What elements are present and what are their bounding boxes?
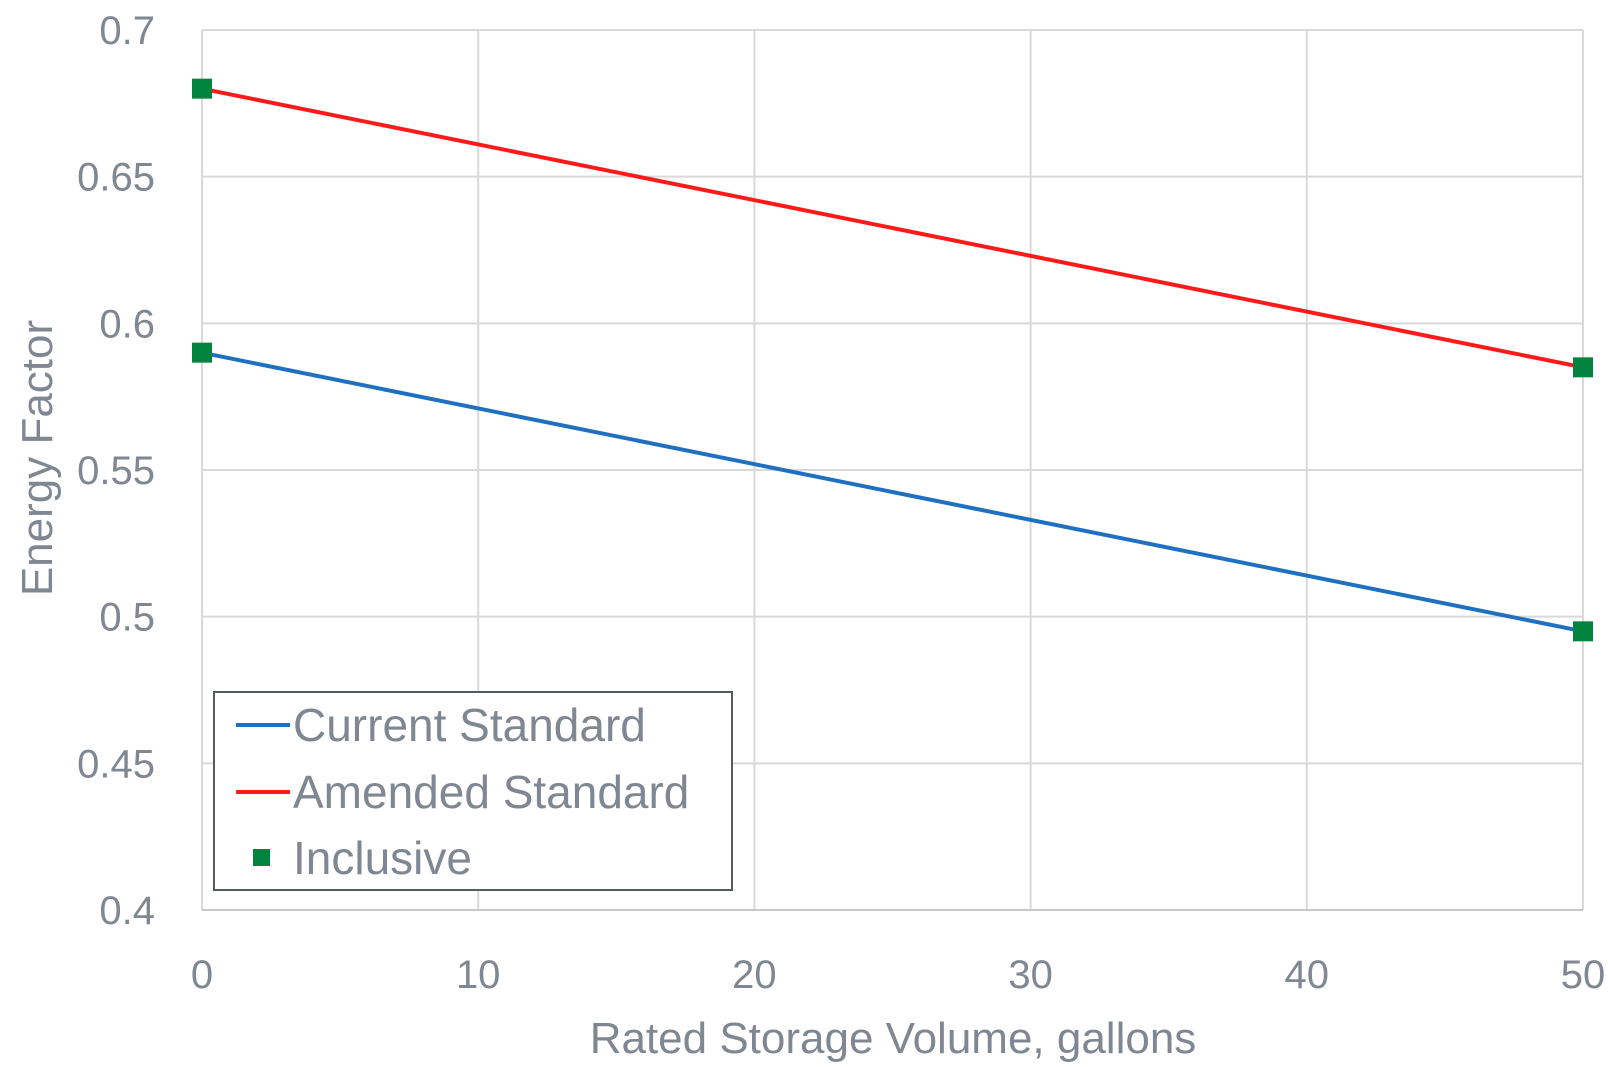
legend: Current Standard Amended Standard Inclus… bbox=[213, 691, 733, 891]
grid bbox=[201, 29, 1584, 910]
y-tick-label: 0.6 bbox=[99, 302, 155, 346]
markers bbox=[192, 78, 1593, 642]
y-tick-label: 0.65 bbox=[77, 156, 155, 200]
y-tick-label: 0.45 bbox=[77, 742, 155, 786]
x-tick-label: 20 bbox=[732, 953, 777, 997]
series-lines bbox=[201, 86, 1584, 634]
y-tick-label: 0.7 bbox=[99, 9, 155, 53]
y-tick-label: 0.4 bbox=[99, 889, 155, 933]
marker-inclusive bbox=[1573, 357, 1593, 378]
marker-inclusive bbox=[192, 78, 212, 99]
legend-label-current-standard: Current Standard bbox=[293, 699, 646, 751]
series-line-current-standard bbox=[201, 350, 1584, 634]
x-tick-label: 40 bbox=[1285, 953, 1330, 997]
y-axis-label: Energy Factor bbox=[13, 320, 62, 596]
x-tick-label: 10 bbox=[456, 953, 501, 997]
legend-label-inclusive: Inclusive bbox=[293, 832, 472, 884]
x-tick-label: 30 bbox=[1008, 953, 1053, 997]
legend-label-amended-standard: Amended Standard bbox=[293, 766, 689, 818]
x-axis-label: Rated Storage Volume, gallons bbox=[590, 1014, 1197, 1063]
y-tick-label: 0.55 bbox=[77, 449, 155, 493]
x-tick-label: 50 bbox=[1561, 953, 1606, 997]
y-tick-label: 0.5 bbox=[99, 596, 155, 640]
marker-inclusive bbox=[192, 342, 212, 363]
tick-labels: 0.4 0.45 0.5 0.55 0.6 0.65 0.7 0 10 20 30 40 50 bbox=[77, 9, 1605, 997]
series-line-amended-standard bbox=[201, 86, 1584, 370]
legend-box bbox=[213, 691, 733, 891]
x-tick-label: 0 bbox=[191, 953, 213, 997]
legend-swatch-inclusive bbox=[253, 849, 270, 866]
marker-inclusive bbox=[1573, 621, 1593, 642]
